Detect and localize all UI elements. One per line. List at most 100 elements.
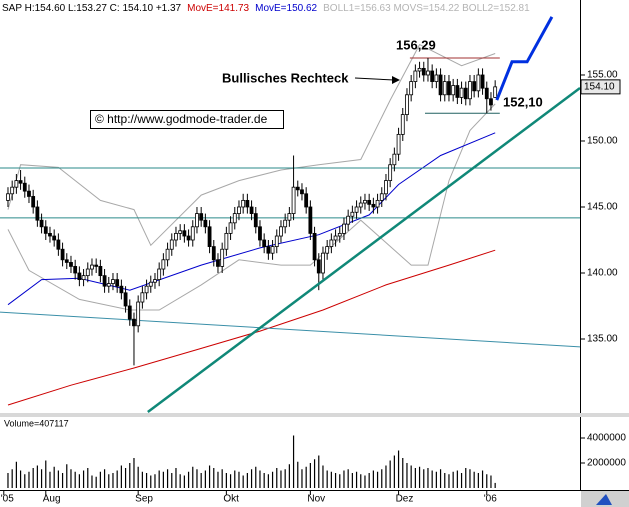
volume-bar <box>82 470 85 488</box>
x-tick-label: '05 <box>1 494 14 505</box>
volume-bar <box>364 475 366 488</box>
candle-body <box>333 235 338 241</box>
volume-bar <box>448 474 450 488</box>
candle-body <box>220 248 225 267</box>
candle-body <box>190 226 195 241</box>
volume-bar <box>368 473 370 488</box>
candle-body <box>375 199 380 208</box>
y-tick-label: 155.00 <box>587 70 618 81</box>
candle-body <box>442 81 447 96</box>
candle-body <box>300 189 304 195</box>
candle-body <box>224 232 229 250</box>
volume-bar <box>19 470 22 488</box>
volume-bar <box>112 473 114 488</box>
candle-body <box>295 186 300 191</box>
x-tick-label: Okt <box>223 494 239 505</box>
candle-body <box>493 86 498 98</box>
volume-bar <box>246 473 248 488</box>
candle-body <box>266 246 271 254</box>
header-item: MovE=150.62 <box>255 3 317 14</box>
volume-bar <box>183 475 185 488</box>
y-tick-label: 145.00 <box>587 202 618 213</box>
candle-body <box>396 133 401 155</box>
volume-bar <box>40 469 43 488</box>
candle-body <box>379 193 384 201</box>
volume-bar <box>171 473 173 488</box>
volume-bar <box>313 459 316 488</box>
volume-bar <box>410 465 412 488</box>
volume-bar <box>154 474 156 488</box>
volume-bar <box>381 469 383 488</box>
volume-title: Volume=407117 <box>4 418 69 428</box>
volume-bar <box>204 470 206 488</box>
candle-body <box>64 259 69 263</box>
x-tick-label: Aug <box>43 494 61 505</box>
candle-body <box>174 232 178 241</box>
volume-bar <box>330 471 332 488</box>
candle-body <box>127 305 132 320</box>
candle-body <box>85 268 90 277</box>
candle-body <box>274 235 279 247</box>
candle-body <box>161 259 166 270</box>
candle-body <box>165 248 170 261</box>
volume-bar <box>145 473 148 488</box>
volume-bar <box>339 474 341 488</box>
candle-body <box>232 213 237 224</box>
volume-bar <box>229 474 232 488</box>
volume-bar <box>414 468 416 488</box>
candle-body <box>237 206 241 214</box>
candle-body <box>60 248 65 261</box>
volume-bar <box>196 469 198 488</box>
volume-bar <box>28 471 30 488</box>
header-item: MovE=141.73 <box>187 3 249 14</box>
volume-bar <box>452 471 454 488</box>
line <box>7 103 496 311</box>
candle-body <box>27 190 31 197</box>
candle-body <box>363 199 367 204</box>
volume-bar <box>61 473 64 488</box>
volume-bar <box>460 473 463 488</box>
volume-bar <box>36 465 38 488</box>
candle-body <box>102 275 107 287</box>
volume-bar <box>385 465 387 488</box>
candle-body <box>384 180 388 195</box>
candle-body <box>459 87 464 98</box>
candle-body <box>43 226 48 234</box>
x-tick-label: Nov <box>307 494 325 505</box>
y-tick-label: 150.00 <box>587 136 618 147</box>
volume-bar <box>45 460 47 488</box>
candle-body <box>489 98 493 106</box>
volume-bar <box>393 455 395 488</box>
candle-body <box>325 246 330 254</box>
candle-body <box>321 252 325 274</box>
volume-bar <box>129 463 131 488</box>
candle-body <box>270 246 275 254</box>
candle-body <box>157 268 162 280</box>
candle-body <box>484 87 489 100</box>
volume-bar <box>116 470 118 488</box>
volume-bar <box>351 473 353 488</box>
volume-bar <box>423 469 425 488</box>
candle-body <box>451 85 456 96</box>
volume-bar <box>372 470 374 488</box>
x-tick-label: Dez <box>396 494 414 505</box>
candle-body <box>245 199 250 208</box>
volume-bar <box>158 470 160 488</box>
candle-body <box>316 259 321 274</box>
volume-bar <box>32 468 34 488</box>
candle-body <box>354 206 359 213</box>
volume-bar <box>347 469 349 488</box>
y-tick-label: 135.00 <box>587 334 618 345</box>
candle-body <box>287 213 292 221</box>
volume-bar <box>490 475 492 488</box>
volume-bar <box>297 461 299 488</box>
candle-body <box>10 186 15 195</box>
volume-bar <box>7 473 9 488</box>
volume-bar <box>355 471 358 488</box>
candle-body <box>136 301 141 327</box>
volume-bar <box>99 471 101 488</box>
x-tick-label: '06 <box>484 494 497 505</box>
header: SAP H:154.60 L:153.27 C: 154.10 +1.37 Mov… <box>2 3 530 14</box>
candle-body <box>98 265 103 277</box>
volume-bar <box>150 475 152 488</box>
